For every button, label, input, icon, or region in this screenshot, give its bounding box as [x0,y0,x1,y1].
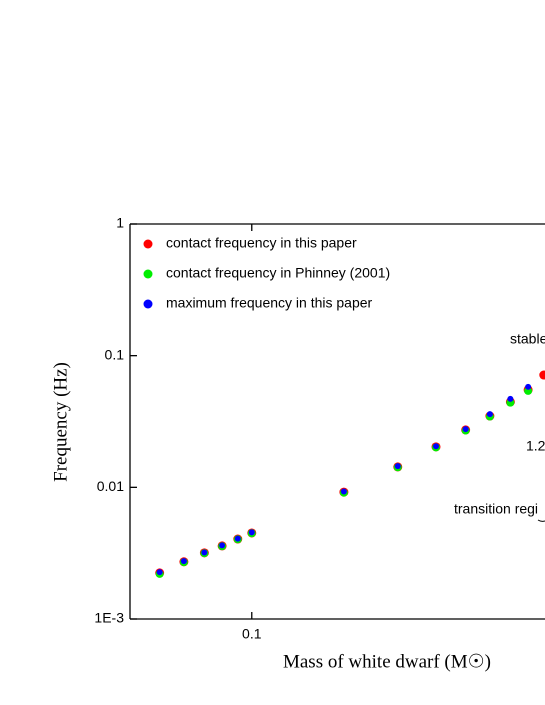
annotation-arrow [537,519,545,522]
data-point [156,569,163,576]
data-point [507,395,514,402]
legend-marker [143,299,153,309]
legend-marker [143,239,153,249]
data-point [525,383,532,390]
data-point [462,426,469,433]
y-tick-label: 0.01 [97,478,124,494]
data-point [234,535,241,542]
data-point [433,443,439,450]
annotation: 1.2 [526,438,545,454]
x-tick-label: 0.1 [242,626,262,642]
data-point [394,463,401,470]
y-tick-label: 1 [116,215,124,231]
legend-marker [143,269,153,279]
y-tick-label: 1E-3 [94,610,124,626]
data-point [201,549,208,556]
data-point [486,411,493,418]
x-axis-label: Mass of white dwarf (M☉) [283,651,491,672]
data-point [340,488,347,495]
y-tick-label: 0.1 [105,346,125,362]
annotation: stable [510,331,545,347]
legend-label: maximum frequency in this paper [166,295,373,311]
data-point [248,529,255,536]
legend-label: contact frequency in Phinney (2001) [166,265,390,281]
data-point [180,558,187,565]
annotation: transition regi [454,501,538,517]
data-point [219,542,226,549]
data-point [539,370,545,380]
legend-label: contact frequency in this paper [166,235,357,251]
y-axis-label: Frequency (Hz) [50,362,71,482]
